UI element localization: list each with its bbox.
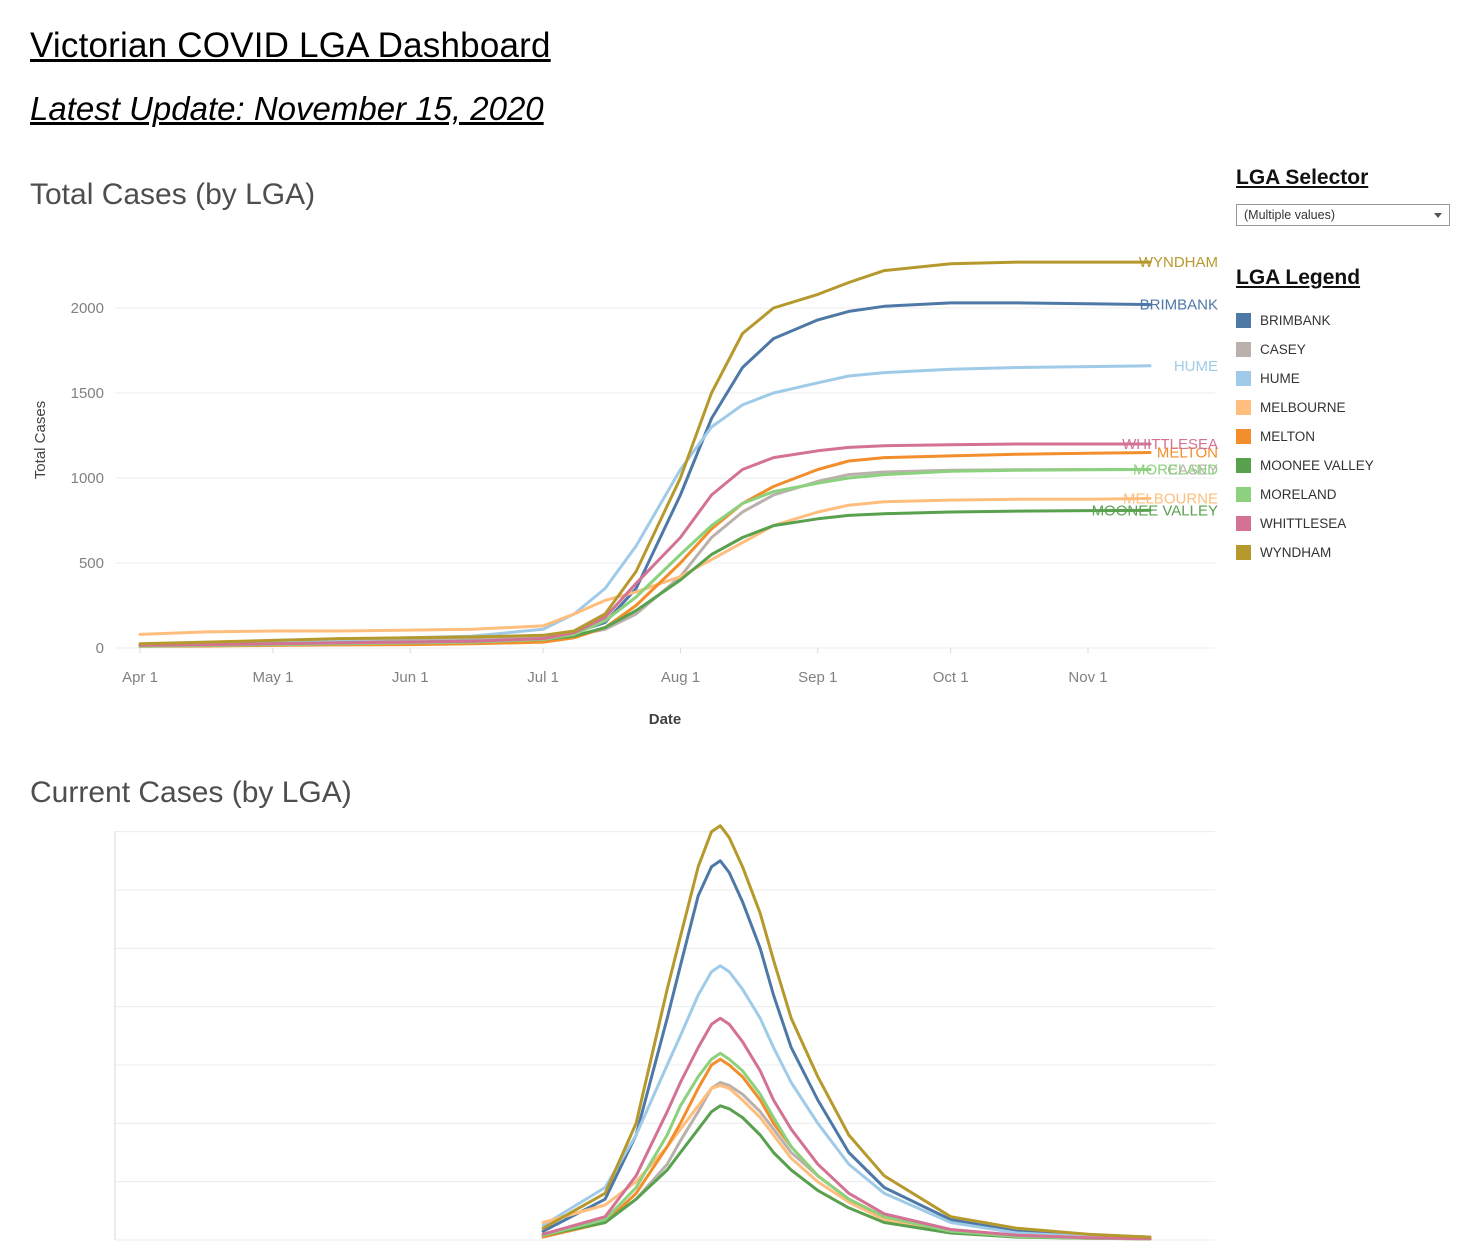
series-line-whittlesea[interactable] bbox=[138, 442, 1152, 647]
lga-legend-list: BRIMBANK CASEY HUME MELBOURNE MELTON MOONEE V… bbox=[1236, 306, 1456, 567]
line-end-label-melbourne: MELBOURNE bbox=[1123, 490, 1218, 507]
legend-swatch-icon bbox=[1236, 400, 1251, 415]
legend-swatch-icon bbox=[1236, 313, 1251, 328]
legend-item-label: WYNDHAM bbox=[1260, 545, 1332, 560]
line-end-label-melton: MELTON bbox=[1157, 445, 1218, 462]
x-tick-label: Jul 1 bbox=[527, 669, 559, 686]
y-tick-label: 1000 bbox=[71, 470, 104, 487]
legend-item-label: HUME bbox=[1260, 371, 1300, 386]
y-tick-label: 0 bbox=[96, 640, 104, 657]
legend-item-moreland[interactable]: MORELAND bbox=[1236, 480, 1456, 509]
x-tick-label: Oct 1 bbox=[933, 669, 969, 686]
line-end-label-whittlesea: WHITTLESEA bbox=[1122, 436, 1218, 453]
lga-selector-dropdown[interactable]: (Multiple values) bbox=[1236, 204, 1450, 226]
total-cases-line-chart[interactable]: 0 500 1000 1500 2000 Apr 1 May 1 Jun 1 Jul 1 Aug … bbox=[0, 230, 1230, 735]
line-end-label-brimbank: BRIMBANK bbox=[1140, 297, 1218, 314]
line-end-label-casey: CASEY bbox=[1167, 462, 1218, 479]
series-line-melbourne[interactable] bbox=[138, 496, 1152, 636]
legend-item-label: MELTON bbox=[1260, 429, 1316, 444]
x-tick-label: May 1 bbox=[252, 669, 293, 686]
x-axis-title: Date bbox=[649, 711, 682, 728]
y-tick-label: 2000 bbox=[71, 300, 104, 317]
line-end-label-moreland: MORELAND bbox=[1133, 462, 1218, 479]
x-tick-label: Apr 1 bbox=[122, 669, 158, 686]
legend-swatch-icon bbox=[1236, 516, 1251, 531]
x-tick-label: Aug 1 bbox=[661, 669, 700, 686]
legend-item-label: MORELAND bbox=[1260, 487, 1337, 502]
series-line-wyndham[interactable] bbox=[138, 260, 1152, 646]
legend-swatch-icon bbox=[1236, 371, 1251, 386]
lga-selector-value: (Multiple values) bbox=[1244, 208, 1336, 222]
series-line-casey[interactable] bbox=[138, 468, 1152, 647]
line-end-label-wyndham: WYNDHAM bbox=[1139, 254, 1218, 271]
legend-swatch-icon bbox=[1236, 545, 1251, 560]
y-tick-label: 1500 bbox=[71, 385, 104, 402]
current-cases-line-chart[interactable] bbox=[0, 820, 1230, 1250]
lga-legend-heading: LGA Legend bbox=[1236, 266, 1361, 289]
total-cases-section-title: Total Cases (by LGA) bbox=[30, 178, 316, 211]
lga-selector-heading: LGA Selector bbox=[1236, 166, 1369, 189]
legend-item-melton[interactable]: MELTON bbox=[1236, 422, 1456, 451]
legend-swatch-icon bbox=[1236, 429, 1251, 444]
page-subtitle: Latest Update: November 15, 2020 bbox=[30, 90, 544, 127]
legend-item-label: BRIMBANK bbox=[1260, 313, 1331, 328]
x-tick-label: Nov 1 bbox=[1068, 669, 1107, 686]
series-line-wyndham[interactable] bbox=[541, 824, 1152, 1239]
legend-swatch-icon bbox=[1236, 458, 1251, 473]
series-line-moreland[interactable] bbox=[138, 468, 1152, 648]
legend-item-label: CASEY bbox=[1260, 342, 1306, 357]
page-title: Victorian COVID LGA Dashboard bbox=[30, 26, 551, 65]
legend-item-label: MOONEE VALLEY bbox=[1260, 458, 1374, 473]
legend-item-label: WHITTLESEA bbox=[1260, 516, 1347, 531]
legend-swatch-icon bbox=[1236, 487, 1251, 502]
legend-item-whittlesea[interactable]: WHITTLESEA bbox=[1236, 509, 1456, 538]
legend-item-brimbank[interactable]: BRIMBANK bbox=[1236, 306, 1456, 335]
chevron-down-icon bbox=[1434, 212, 1442, 218]
y-tick-label: 500 bbox=[79, 555, 104, 572]
legend-item-label: MELBOURNE bbox=[1260, 400, 1346, 415]
line-end-label-moonee-valley: MOONEE VALLEY bbox=[1092, 502, 1218, 519]
series-line-brimbank[interactable] bbox=[138, 301, 1152, 647]
legend-item-hume[interactable]: HUME bbox=[1236, 364, 1456, 393]
legend-item-wyndham[interactable]: WYNDHAM bbox=[1236, 538, 1456, 567]
legend-swatch-icon bbox=[1236, 342, 1251, 357]
legend-item-moonee-valley[interactable]: MOONEE VALLEY bbox=[1236, 451, 1456, 480]
current-cases-section-title: Current Cases (by LGA) bbox=[30, 776, 352, 809]
y-axis-title: Total Cases bbox=[32, 401, 49, 479]
line-end-label-hume: HUME bbox=[1174, 358, 1218, 375]
x-tick-label: Jun 1 bbox=[392, 669, 429, 686]
legend-item-melbourne[interactable]: MELBOURNE bbox=[1236, 393, 1456, 422]
legend-item-casey[interactable]: CASEY bbox=[1236, 335, 1456, 364]
x-tick-label: Sep 1 bbox=[798, 669, 837, 686]
